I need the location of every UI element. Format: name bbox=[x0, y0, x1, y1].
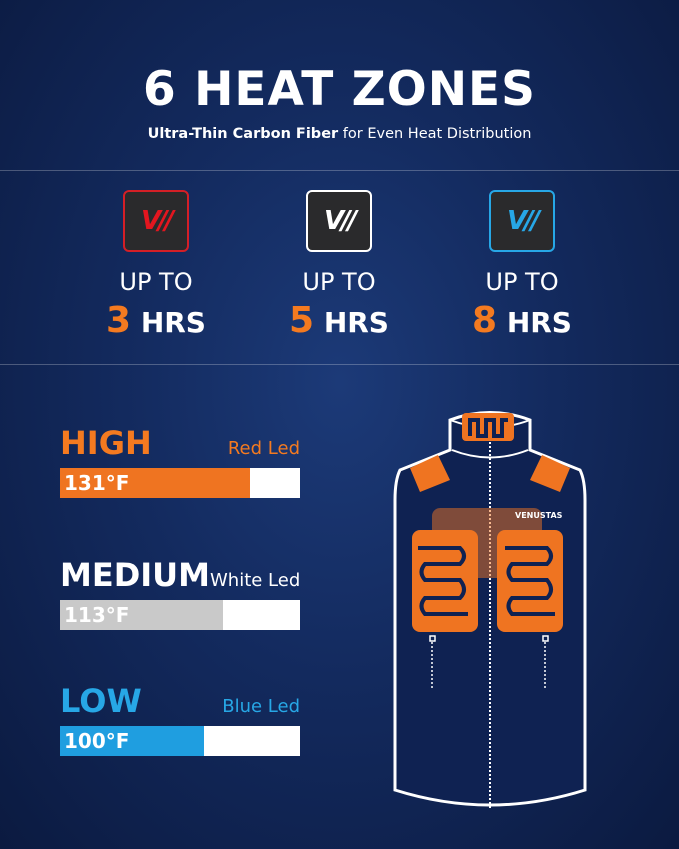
venustas-logo-red-icon: V// bbox=[123, 190, 189, 252]
temperature-bar: 100°F bbox=[60, 726, 300, 756]
level-high: HIGH Red Led 131°F bbox=[60, 424, 300, 498]
level-header: HIGH Red Led bbox=[60, 424, 300, 462]
brand-logo: VENUSTAS bbox=[515, 511, 563, 520]
level-name: MEDIUM bbox=[60, 556, 210, 594]
level-low: LOW Blue Led 100°F bbox=[60, 682, 300, 756]
runtime: 8 HRS bbox=[442, 300, 602, 341]
divider bbox=[0, 364, 679, 365]
temperature: 100°F bbox=[64, 729, 130, 753]
led-label: Red Led bbox=[227, 438, 300, 459]
hours-value: 5 bbox=[289, 300, 315, 341]
hours-unit: HRS bbox=[140, 306, 206, 339]
level-header: LOW Blue Led bbox=[60, 682, 300, 720]
led-label: Blue Led bbox=[222, 696, 300, 717]
up-to-label: UP TO bbox=[485, 268, 559, 296]
venustas-logo-white-icon: V// bbox=[306, 190, 372, 252]
hours-value: 3 bbox=[106, 300, 132, 341]
level-medium: MEDIUM White Led 113°F bbox=[60, 556, 300, 630]
venustas-logo-blue-icon: V// bbox=[489, 190, 555, 252]
led-label: White Led bbox=[210, 570, 301, 591]
temperature-bar: 113°F bbox=[60, 600, 300, 630]
subtitle-rest: for Even Heat Distribution bbox=[338, 126, 532, 142]
hours-value: 8 bbox=[472, 300, 498, 341]
runtime: 3 HRS bbox=[76, 300, 236, 341]
hours-unit: HRS bbox=[506, 306, 572, 339]
temperature: 131°F bbox=[64, 471, 130, 495]
right-shoulder-heating-pad bbox=[530, 455, 570, 492]
mode-medium: V// UP TO 5 HRS bbox=[259, 190, 419, 341]
level-name: HIGH bbox=[60, 424, 152, 462]
up-to-label: UP TO bbox=[302, 268, 376, 296]
level-name: LOW bbox=[60, 682, 142, 720]
mode-low: V// UP TO 8 HRS bbox=[442, 190, 602, 341]
bar-fill bbox=[60, 600, 224, 630]
temperature: 113°F bbox=[64, 603, 130, 627]
page-title: 6 HEAT ZONES bbox=[143, 62, 536, 117]
hours-unit: HRS bbox=[323, 306, 389, 339]
heated-vest-illustration: VENUSTAS bbox=[393, 411, 587, 810]
divider bbox=[0, 170, 679, 171]
subtitle-bold: Ultra-Thin Carbon Fiber bbox=[147, 126, 339, 142]
level-header: MEDIUM White Led bbox=[60, 556, 300, 594]
mode-high: V// UP TO 3 HRS bbox=[76, 190, 236, 341]
bar-fill bbox=[60, 468, 250, 498]
temperature-bar: 131°F bbox=[60, 468, 300, 498]
bar-fill bbox=[60, 726, 204, 756]
runtime: 5 HRS bbox=[259, 300, 419, 341]
up-to-label: UP TO bbox=[119, 268, 193, 296]
left-shoulder-heating-pad bbox=[410, 455, 450, 492]
subtitle: Ultra-Thin Carbon Fiber for Even Heat Di… bbox=[0, 126, 679, 142]
